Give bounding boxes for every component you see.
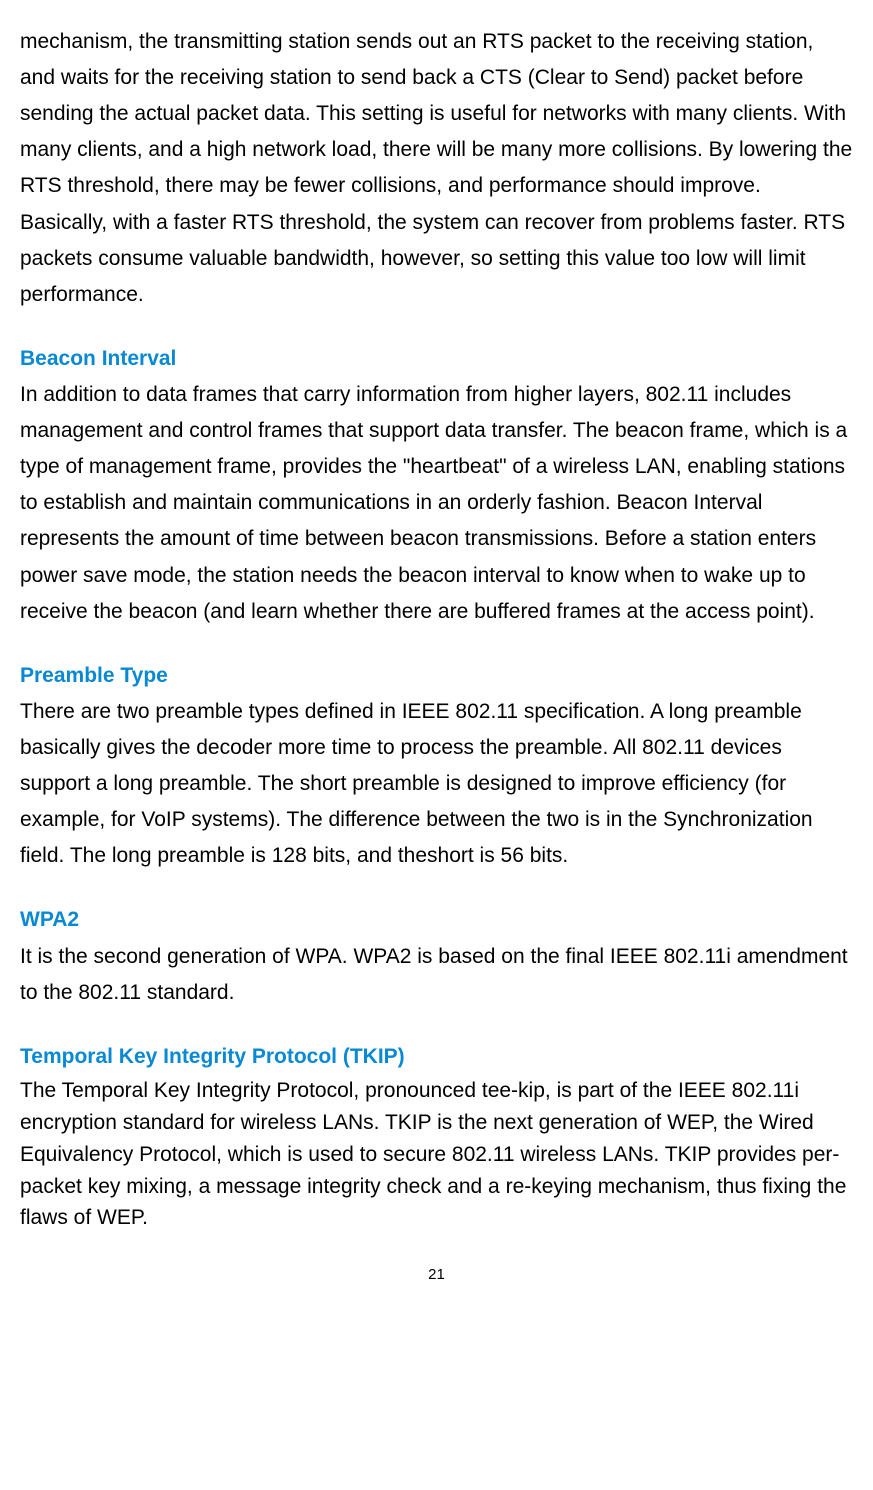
section-body: In addition to data frames that carry in… — [20, 377, 853, 630]
section-heading: WPA2 — [20, 902, 853, 938]
section-spacer — [20, 888, 853, 902]
section-tkip: Temporal Key Integrity Protocol (TKIP) T… — [20, 1039, 853, 1235]
section-heading: Preamble Type — [20, 658, 853, 694]
section-heading: Beacon Interval — [20, 341, 853, 377]
section-body: There are two preamble types defined in … — [20, 694, 853, 875]
section-preamble-type: Preamble Type There are two preamble typ… — [20, 658, 853, 875]
section-body: The Temporal Key Integrity Protocol, pro… — [20, 1075, 853, 1235]
section-beacon-interval: Beacon Interval In addition to data fram… — [20, 341, 853, 630]
section-spacer — [20, 644, 853, 658]
section-spacer — [20, 327, 853, 341]
section-body: It is the second generation of WPA. WPA2… — [20, 939, 853, 1011]
section-wpa2: WPA2 It is the second generation of WPA.… — [20, 902, 853, 1010]
intro-paragraph: mechanism, the transmitting station send… — [20, 24, 853, 313]
section-heading: Temporal Key Integrity Protocol (TKIP) — [20, 1039, 853, 1075]
section-spacer — [20, 1025, 853, 1039]
page-number: 21 — [20, 1266, 853, 1283]
